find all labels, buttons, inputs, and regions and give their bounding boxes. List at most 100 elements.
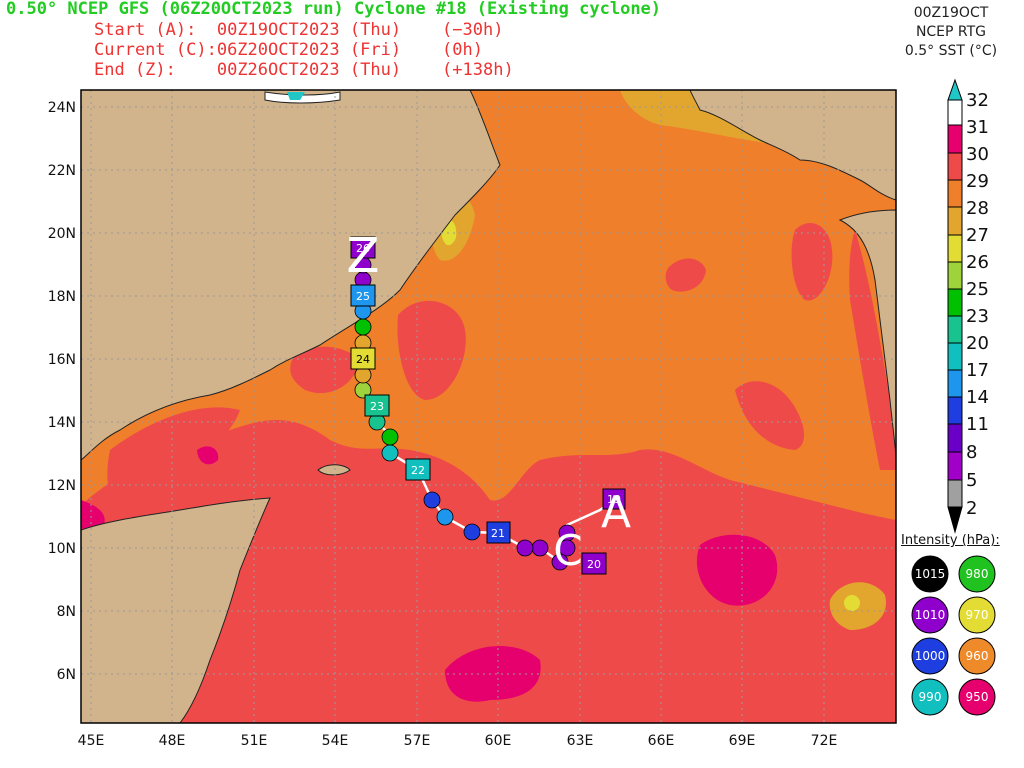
intensity-swatch — [911, 555, 949, 593]
intensity-swatch — [958, 637, 996, 675]
day-label: 26 — [356, 242, 370, 255]
colorbar-top-arrow — [947, 78, 963, 101]
colorbar-tick: 27 — [966, 225, 989, 246]
colorbar-seg — [947, 152, 963, 181]
colorbar: 32 31 30 29 28 27 26 25 23 20 17 14 11 8… — [947, 78, 989, 534]
day-label: 22 — [411, 464, 425, 477]
map-frame — [80, 89, 897, 724]
end-time: 00Z26OCT2023 (Thu) — [216, 60, 402, 80]
intensity-swatch — [958, 555, 996, 593]
current-row: Current (C):06Z20OCT2023 (Fri) (0h) — [94, 40, 483, 60]
colorbar-seg — [947, 261, 963, 290]
lon-label: 63E — [567, 733, 594, 749]
cyclone-track: 19 20 21 22 23 24 25 26 A C Z — [347, 228, 632, 575]
lon-label: 66E — [648, 733, 675, 749]
intensity-label: 980 — [966, 567, 989, 581]
start-label: Start (A): — [94, 20, 197, 40]
colorbar-tick: 20 — [966, 333, 989, 354]
lon-label: 54E — [322, 733, 349, 749]
lon-label: 69E — [729, 733, 756, 749]
current-label: Current (C): — [94, 40, 217, 60]
sst-source: NCEP RTG — [915, 24, 987, 40]
colorbar-seg — [947, 179, 963, 208]
sea-30-ne1 — [791, 222, 833, 301]
start-offset: (−30h) — [442, 20, 504, 40]
sea-30-west — [107, 407, 240, 513]
sea-30-ne2 — [665, 258, 706, 292]
sea-30-oman — [290, 346, 360, 394]
colorbar-tick: 11 — [966, 414, 989, 435]
map-title: 0.50° NCEP GFS (06Z20OCT2023 run) Cyclon… — [6, 0, 662, 19]
start-time: 00Z19OCT2023 (Thu) — [216, 20, 402, 40]
colorbar-tick: 31 — [966, 117, 989, 138]
lat-label: 6N — [57, 667, 76, 683]
colorbar-seg — [947, 206, 963, 236]
lon-label: 57E — [404, 733, 431, 749]
colorbar-seg — [947, 342, 963, 371]
track-point-lightblue — [436, 508, 454, 526]
intensity-swatch — [958, 678, 996, 716]
colorbar-seg — [947, 369, 963, 398]
day-label: 19 — [607, 493, 621, 506]
graticule — [81, 90, 896, 723]
colorbar-tick: 5 — [966, 470, 977, 491]
sea-31-south — [445, 646, 541, 702]
sea-30-india-coast — [849, 230, 896, 470]
day-box — [350, 284, 376, 307]
intensity-label: 1000 — [915, 649, 946, 663]
lat-label: 10N — [48, 541, 76, 557]
track-point-purple — [558, 539, 576, 557]
sea-31-gulf — [81, 500, 105, 530]
day-label: 21 — [491, 527, 505, 540]
intensity-label: 1010 — [915, 608, 946, 622]
intensity-label: 950 — [966, 690, 989, 704]
lon-label: 45E — [78, 733, 105, 749]
axis-labels: 24N 22N 20N 18N 16N 14N 12N 10N 8N 6N 45… — [48, 100, 838, 749]
lon-label: 51E — [241, 733, 268, 749]
colorbar-tick: 25 — [966, 279, 989, 300]
land-india — [838, 209, 896, 461]
lon-label: 72E — [811, 733, 838, 749]
land-africa — [81, 497, 271, 723]
day-label: 25 — [356, 290, 370, 303]
lat-label: 22N — [48, 163, 76, 179]
colorbar-seg — [947, 234, 963, 263]
sea-30-south — [81, 420, 896, 723]
day-box — [581, 552, 607, 575]
start-marker: A — [601, 487, 631, 538]
sea-30-central — [397, 300, 466, 400]
end-marker: Z — [347, 228, 380, 284]
header: 0.50° NCEP GFS (06Z20OCT2023 run) Cyclon… — [0, 0, 900, 80]
colorbar-tick: 17 — [966, 360, 989, 381]
lat-label: 16N — [48, 352, 76, 368]
day-box — [350, 347, 376, 370]
start-row: Start (A): 00Z19OCT2023 (Thu) (−30h) — [94, 20, 503, 40]
lat-label: 14N — [48, 415, 76, 431]
sea-27-spot — [844, 595, 860, 611]
current-time: 06Z20OCT2023 (Fri) — [216, 40, 402, 60]
track-point-purple — [531, 539, 549, 557]
track-point-cyan — [381, 444, 399, 462]
end-offset: (+138h) — [442, 60, 514, 80]
intensity-legend: 1015 980 1010 970 1000 960 990 950 — [911, 555, 996, 716]
intensity-swatch — [911, 637, 949, 675]
track-point-purple — [551, 553, 569, 571]
track-point-green — [354, 318, 372, 336]
lat-label: 24N — [48, 100, 76, 116]
track-point-blue — [463, 523, 481, 541]
colorbar-seg — [947, 451, 963, 481]
lat-label: 8N — [57, 604, 76, 620]
intensity-swatch — [958, 596, 996, 634]
lat-label: 18N — [48, 289, 76, 305]
current-marker: C — [553, 526, 582, 575]
day-label: 24 — [356, 353, 370, 366]
colorbar-tick: 30 — [966, 144, 989, 165]
day-box — [405, 458, 431, 481]
current-offset: (0h) — [442, 40, 483, 60]
day-box — [602, 488, 626, 510]
intensity-swatch — [911, 596, 949, 634]
colorbar-bottom-arrow — [947, 506, 963, 534]
lon-label: 48E — [159, 733, 186, 749]
day-label: 23 — [370, 400, 384, 413]
intensity-legend-title: Intensity (hPa): — [901, 533, 1000, 548]
